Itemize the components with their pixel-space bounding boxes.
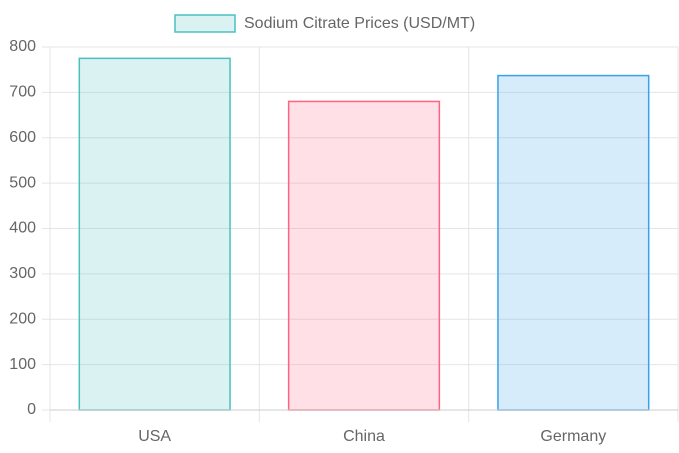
bar xyxy=(287,100,441,411)
y-tick-label: 300 xyxy=(9,265,36,282)
x-tick-label: Germany xyxy=(540,428,606,445)
y-tick-label: 600 xyxy=(9,129,36,146)
y-tick-label: 500 xyxy=(9,174,36,191)
bar xyxy=(78,57,231,411)
y-tick-label: 100 xyxy=(9,356,36,373)
x-tick-label: USA xyxy=(138,428,171,445)
y-tick-label: 200 xyxy=(9,310,36,327)
y-tick-label: 700 xyxy=(9,84,36,101)
bar xyxy=(497,74,650,411)
x-tick-label: China xyxy=(343,428,385,445)
legend-swatch xyxy=(174,14,236,33)
y-tick-label: 0 xyxy=(27,401,36,418)
y-tick-label: 400 xyxy=(9,220,36,237)
y-tick-label: 800 xyxy=(9,38,36,55)
legend-label: Sodium Citrate Prices (USD/MT) xyxy=(244,15,475,32)
